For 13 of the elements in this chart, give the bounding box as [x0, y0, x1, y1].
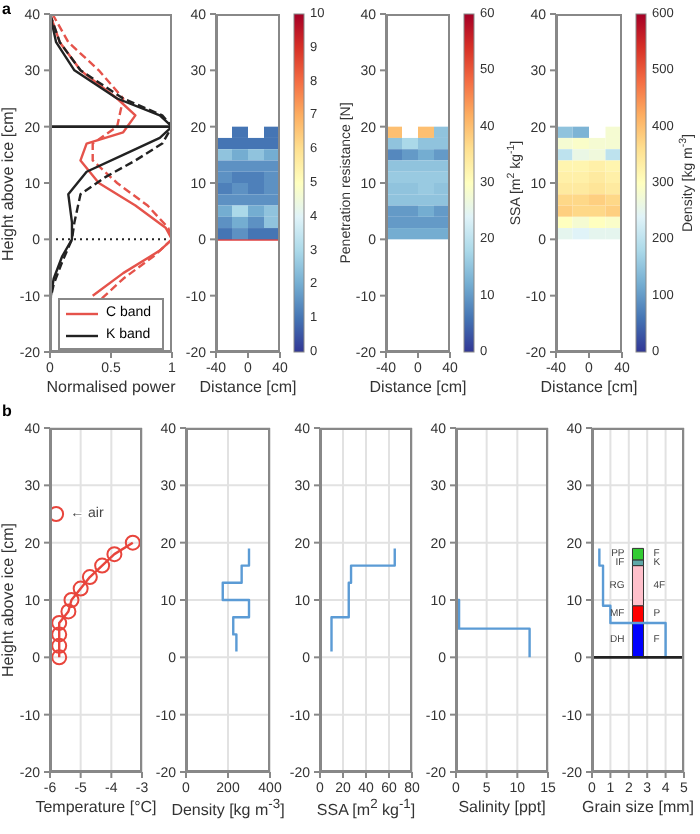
x-axis-title: Distance [cm]	[540, 378, 638, 396]
x-axis-title: Normalised power	[46, 378, 176, 396]
x-axis-title: Distance [cm]	[199, 378, 297, 396]
text: a	[2, 0, 11, 18]
x-axis-title: Distance [cm]	[369, 378, 467, 396]
x-axis-title: Density [kg m$^{-3}$]	[171, 798, 285, 820]
y-axis-title: Height above ice [cm]	[0, 106, 17, 260]
x-axis-title: Salinity [ppt]	[458, 798, 546, 816]
x-axis-title: Grain size [mm]	[581, 798, 695, 816]
x-axis-title: SSA [m$^{2}$ kg$^{-1}$]	[316, 798, 416, 820]
x-axis-title: Temperature [°C]	[35, 798, 157, 816]
y-axis-title: Height above ice [cm]	[0, 523, 17, 677]
text: b	[2, 402, 12, 420]
